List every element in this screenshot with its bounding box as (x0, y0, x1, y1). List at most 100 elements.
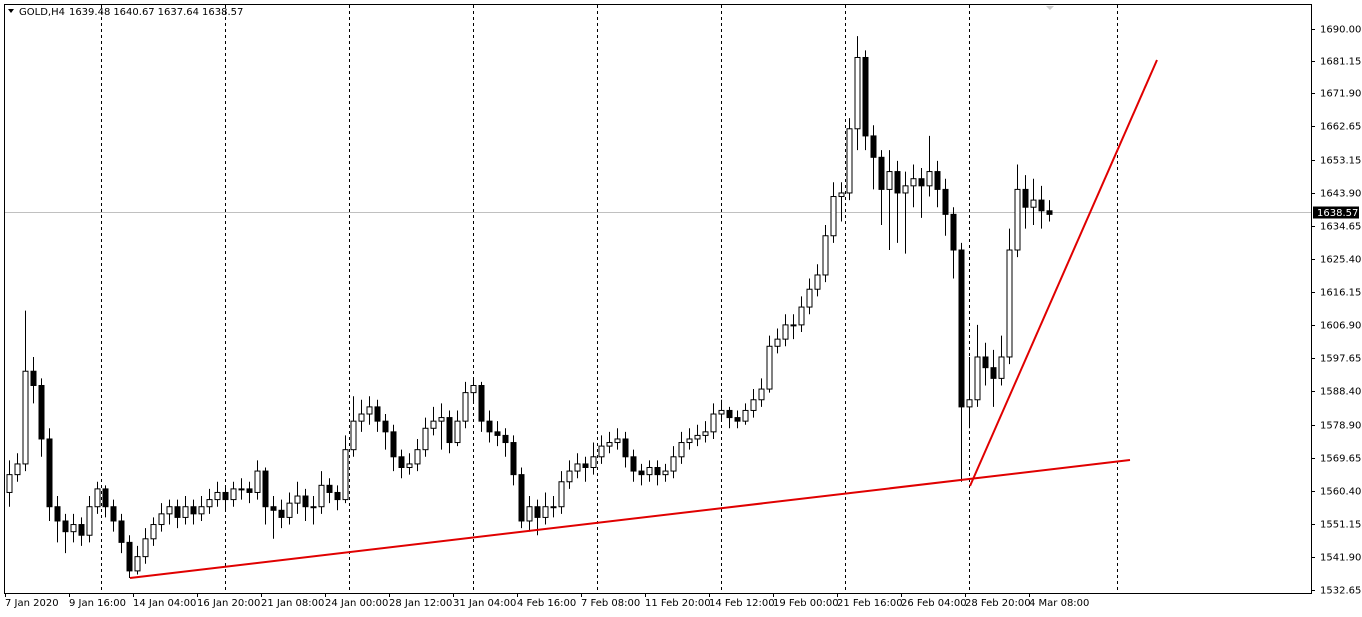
x-tick-label: 24 Jan 00:00 (325, 598, 388, 609)
y-tick-label: 1532.65 (1320, 586, 1361, 597)
candle-body (598, 445, 605, 458)
candle-body (150, 524, 157, 540)
candle-body (894, 171, 901, 194)
y-tick-label: 1616.15 (1320, 288, 1361, 299)
y-tick-label: 1541.90 (1320, 553, 1361, 564)
candle-body (718, 409, 725, 415)
candle-body (110, 506, 117, 522)
y-tick-label: 1662.65 (1320, 122, 1361, 133)
x-tick-label: 11 Feb 20:00 (645, 598, 711, 609)
candle-body (462, 392, 469, 422)
y-tick-label: 1588.40 (1320, 387, 1361, 398)
candle-body (54, 506, 61, 522)
candle-body (46, 438, 53, 508)
x-tick-label: 7 Feb 08:00 (581, 598, 640, 609)
candle-body (422, 427, 429, 451)
candle-body (366, 406, 373, 415)
candle-body (542, 506, 549, 518)
candle-body (638, 470, 645, 476)
close: 1638.57 (202, 7, 243, 18)
candle-body (886, 171, 893, 190)
candle-body (214, 491, 221, 501)
candle-body (438, 417, 445, 422)
x-tick-label: 28 Feb 20:00 (965, 598, 1031, 609)
candle-body (102, 488, 109, 508)
candle-body (446, 417, 453, 444)
y-tick-label: 1560.40 (1320, 487, 1361, 498)
candle-body (966, 399, 973, 408)
candle-body (414, 449, 421, 465)
candle-body (654, 466, 661, 476)
trendlines (129, 59, 1158, 579)
candle-body (606, 442, 613, 447)
candle-body (358, 413, 365, 422)
candle-body (918, 178, 925, 187)
candle-body (550, 506, 557, 509)
candle-body (702, 431, 709, 436)
y-tick-label: 1643.90 (1320, 189, 1361, 200)
candle-body (206, 499, 213, 508)
candle-body (94, 488, 101, 508)
candle-body (534, 506, 541, 518)
y-tick-label: 1671.90 (1320, 89, 1361, 100)
candle-body (742, 409, 749, 422)
y-tick-label: 1569.65 (1320, 454, 1361, 465)
y-tick-label: 1681.15 (1320, 57, 1361, 68)
candle-body (326, 484, 333, 493)
candle-body (582, 463, 589, 468)
candle-body (758, 388, 765, 401)
x-tick-label: 4 Mar 08:00 (1029, 598, 1089, 609)
candle-body (230, 488, 237, 501)
candle-body (686, 438, 693, 444)
y-tick-label: 1606.90 (1320, 321, 1361, 332)
candle-body (350, 420, 357, 451)
candle-body (118, 520, 125, 543)
candle-body (790, 324, 797, 327)
candle-body (822, 235, 829, 276)
candle-body (398, 456, 405, 468)
y-tick-label: 1578.90 (1320, 421, 1361, 432)
candle-body (926, 171, 933, 187)
candle-body (294, 495, 301, 504)
candle-body (566, 470, 573, 483)
candle-body (270, 506, 277, 511)
candle-body (374, 406, 381, 422)
x-tick-label: 4 Feb 16:00 (517, 598, 576, 609)
candle-body (254, 470, 261, 493)
candle-body (302, 495, 309, 508)
candle-body (182, 506, 189, 518)
x-tick-label: 21 Feb 16:00 (837, 598, 903, 609)
candle-body (750, 399, 757, 411)
x-tick-label: 7 Jan 2020 (5, 598, 59, 609)
x-tick-label: 26 Feb 04:00 (901, 598, 967, 609)
y-tick-label: 1653.15 (1320, 156, 1361, 167)
candle-body (22, 370, 29, 465)
candle-body (558, 481, 565, 508)
x-tick-label: 16 Jan 20:00 (197, 598, 260, 609)
candle-body (526, 506, 533, 522)
y-tick-label: 1625.40 (1320, 255, 1361, 266)
candle-body (30, 370, 37, 386)
candle-body (862, 56, 869, 137)
candle-body (134, 556, 141, 572)
candle-body (174, 506, 181, 518)
candle-body (846, 128, 853, 194)
candle-body (318, 484, 325, 508)
candle-body (1006, 249, 1013, 358)
candle-body (830, 196, 837, 237)
candle-body (662, 470, 669, 476)
candle-body (126, 541, 133, 572)
candle-body (382, 420, 389, 433)
candle-body (950, 213, 957, 251)
menu-arrow (8, 9, 14, 13)
candle-body (470, 384, 477, 394)
candle-body (878, 156, 885, 190)
x-tick-label: 14 Feb 12:00 (709, 598, 775, 609)
candle-body (502, 434, 509, 444)
candle-body (902, 185, 909, 194)
candle-body (478, 384, 485, 422)
x-tick-label: 9 Jan 16:00 (69, 598, 126, 609)
candle-body (782, 324, 789, 340)
